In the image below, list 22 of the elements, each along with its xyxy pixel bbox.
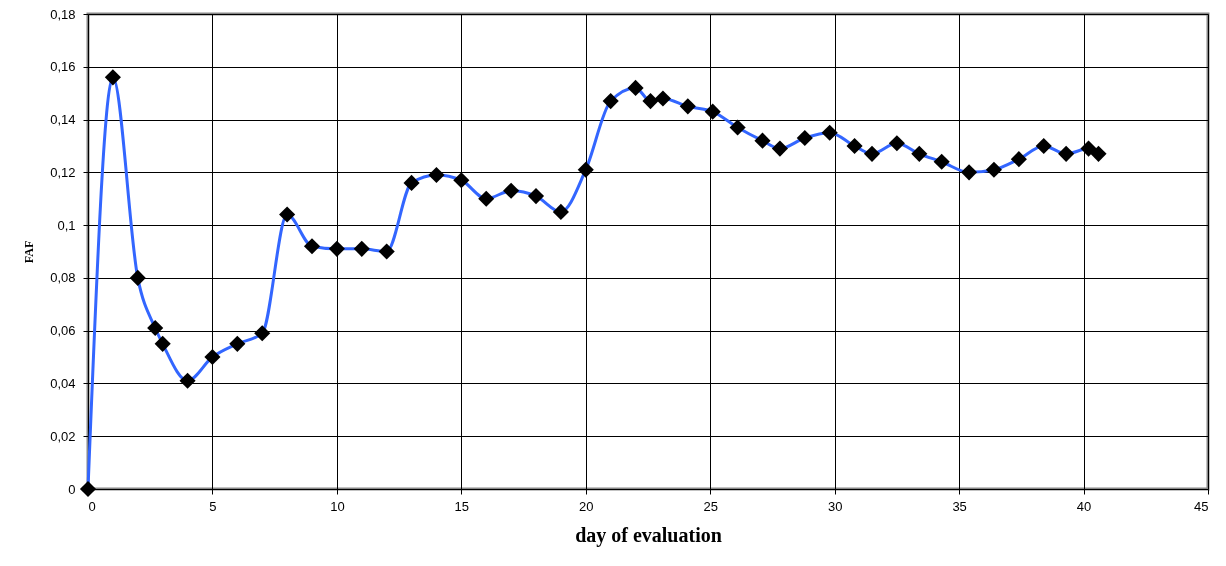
y-tick-label: 0,04 xyxy=(50,375,76,391)
x-tick-label: 35 xyxy=(952,498,967,514)
y-tick-label: 0,08 xyxy=(50,270,76,286)
x-tick-label: 45 xyxy=(1194,498,1209,514)
y-tick-label: 0,18 xyxy=(50,6,76,22)
x-tick-label: 30 xyxy=(827,498,843,514)
x-tick-label: 25 xyxy=(703,498,718,514)
x-tick-label: 40 xyxy=(1076,498,1092,514)
y-tick-label: 0 xyxy=(68,481,76,497)
y-tick-label: 0,06 xyxy=(50,323,76,339)
x-tick-label: 10 xyxy=(330,498,345,514)
y-tick-label: 0,1 xyxy=(57,217,76,233)
x-tick-label: 15 xyxy=(454,498,470,514)
y-tick-label: 0,14 xyxy=(50,112,76,128)
x-axis-title: day of evaluation xyxy=(575,523,722,547)
x-tick-label: 20 xyxy=(579,498,594,514)
y-tick-label: 0,12 xyxy=(50,164,76,180)
y-tick-label: 0,02 xyxy=(50,428,76,444)
y-tick-label: 0,16 xyxy=(50,59,76,75)
x-tick-label: 0 xyxy=(88,498,96,514)
y-axis-title: FAF xyxy=(22,240,37,264)
x-tick-label: 5 xyxy=(209,498,217,514)
